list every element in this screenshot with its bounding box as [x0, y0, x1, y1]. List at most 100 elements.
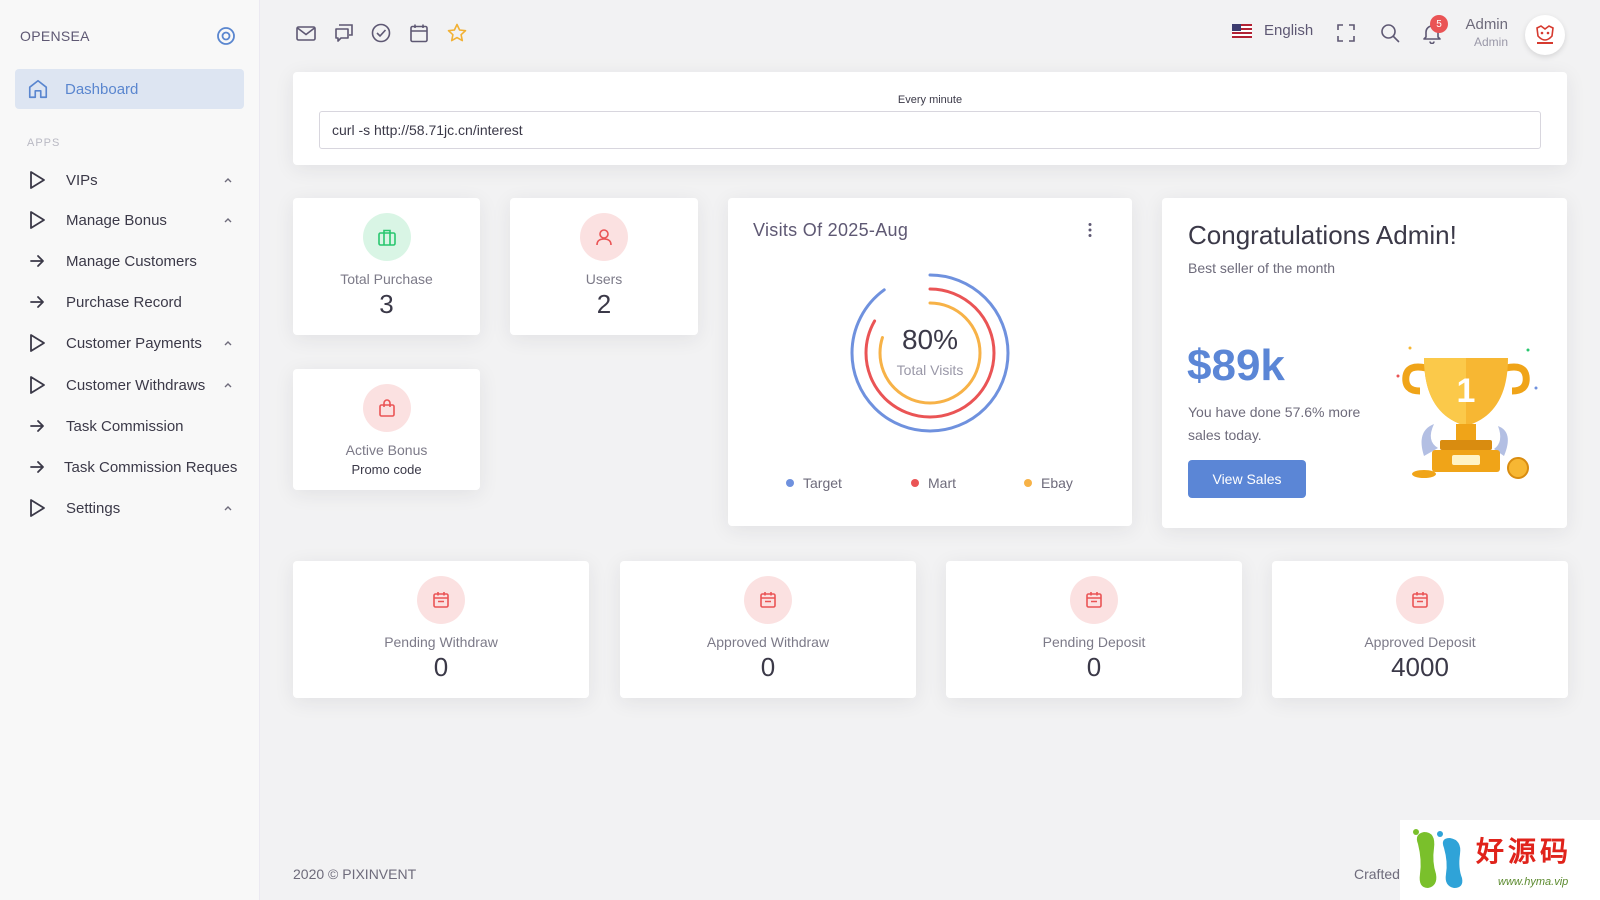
sidebar-item-label: Settings [66, 499, 121, 517]
stat-title: Users [585, 271, 623, 287]
stat-value: 0 [760, 652, 776, 682]
sidebar-section-label: APPS [27, 137, 61, 149]
sidebar-item-purchase-record[interactable]: Purchase Record [26, 287, 246, 317]
more-vertical-icon[interactable] [1087, 222, 1093, 238]
cron-card: Every minute [293, 72, 1567, 165]
cron-command-input[interactable] [319, 111, 1541, 149]
play-outline-icon [30, 334, 45, 352]
stat-title: Approved Deposit [1364, 634, 1476, 650]
stat-title: Pending Withdraw [384, 634, 498, 650]
sidebar-item-task-commission[interactable]: Task Commission [26, 411, 246, 441]
arrow-right-icon [30, 461, 44, 473]
watermark-url: www.hyma.vip [1498, 876, 1569, 888]
calendar-icon [1070, 576, 1118, 624]
sidebar-item-label: Manage Customers [66, 252, 197, 270]
sidebar-toggle-icon[interactable] [216, 26, 236, 46]
legend-item-target: Target [786, 475, 842, 491]
sidebar-item-manage-customers[interactable]: Manage Customers [26, 246, 246, 276]
radial-ring-ebay [878, 301, 982, 405]
stat-value: 2 [596, 289, 612, 319]
sidebar-item-dashboard[interactable]: Dashboard [15, 69, 244, 109]
avatar[interactable] [1525, 15, 1565, 55]
visits-radial-chart [850, 273, 1010, 433]
home-icon [28, 79, 48, 99]
calendar-icon [1396, 576, 1444, 624]
chevron-up-icon[interactable] [222, 214, 234, 226]
users-card: Users 2 [510, 198, 698, 335]
sidebar-item-label: Task Commission [66, 417, 184, 435]
user-role: Admin [1473, 35, 1508, 49]
sidebar-item-customer-payments[interactable]: Customer Payments [26, 328, 246, 358]
legend-dot [786, 479, 794, 487]
stat-value: 4000 [1391, 652, 1449, 682]
footer-copyright: 2020 © PIXINVENT [293, 866, 417, 882]
us-flag-icon [1232, 23, 1252, 38]
user-icon [580, 213, 628, 261]
approved-withdraw-card: Approved Withdraw 0 [620, 561, 916, 698]
stat-value: 0 [1086, 652, 1102, 682]
visits-caption: Total Visits [896, 362, 964, 378]
sidebar-item-label: VIPs [66, 171, 98, 189]
arrow-right-icon [30, 296, 44, 308]
legend-label: Ebay [1041, 475, 1073, 491]
congrats-subtitle: Best seller of the month [1188, 260, 1336, 276]
language-label: English [1264, 22, 1314, 39]
play-outline-icon [30, 376, 45, 394]
footer-crafted: Crafted [1354, 866, 1400, 882]
chat-icon[interactable] [333, 22, 355, 44]
cron-label: Every minute [897, 94, 963, 106]
sidebar-item-vips[interactable]: VIPs [26, 165, 246, 195]
visits-card: Visits Of 2025-Aug 80% Total Visits Targ… [728, 198, 1132, 526]
notification-badge: 5 [1430, 15, 1448, 33]
total-purchase-card: Total Purchase 3 [293, 198, 480, 335]
stat-title: Total Purchase [340, 271, 433, 287]
fullscreen-icon[interactable] [1335, 22, 1357, 44]
sidebar-item-task-commission-request[interactable]: Task Commission Reques [26, 452, 246, 482]
calendar-icon [744, 576, 792, 624]
sidebar-item-manage-bonus[interactable]: Manage Bonus [26, 205, 246, 235]
chevron-up-icon[interactable] [222, 379, 234, 391]
chevron-up-icon[interactable] [222, 502, 234, 514]
visits-percent: 80% [901, 324, 959, 355]
avatar-logo-icon [1536, 25, 1554, 44]
check-circle-icon[interactable] [370, 22, 392, 44]
congratulations-card: Congratulations Admin! Best seller of th… [1162, 198, 1567, 528]
legend-label: Target [803, 475, 842, 491]
arrow-right-icon [30, 420, 44, 432]
sidebar-item-customer-withdraws[interactable]: Customer Withdraws [26, 370, 246, 400]
sidebar-item-settings[interactable]: Settings [26, 493, 246, 523]
shopping-bag-icon [362, 384, 411, 432]
legend-label: Mart [928, 475, 956, 491]
view-sales-button[interactable]: View Sales [1188, 460, 1306, 498]
chevron-up-icon[interactable] [222, 174, 234, 186]
legend-dot [911, 479, 919, 487]
stat-subtitle: Promo code [351, 462, 422, 477]
trophy-number: 1 [1457, 372, 1476, 410]
stat-value: 3 [379, 289, 394, 319]
sidebar-item-label: Customer Payments [66, 334, 202, 352]
stat-value: 0 [433, 652, 449, 682]
legend-item-mart: Mart [911, 475, 956, 491]
arrow-right-icon [30, 255, 44, 267]
stat-title: Approved Withdraw [706, 634, 830, 650]
mail-icon[interactable] [295, 22, 317, 44]
search-icon[interactable] [1379, 22, 1401, 44]
language-selector[interactable]: English [1232, 22, 1313, 39]
pending-withdraw-card: Pending Withdraw 0 [293, 561, 589, 698]
congrats-title: Congratulations Admin! [1188, 220, 1457, 250]
stat-title: Active Bonus [345, 442, 428, 458]
sidebar: OPENSEA Dashboard APPS VIPs Manage Bonus… [0, 0, 260, 900]
play-outline-icon [30, 211, 45, 229]
pending-deposit-card: Pending Deposit 0 [946, 561, 1242, 698]
calendar-icon[interactable] [408, 22, 430, 44]
congrats-amount: $89k [1187, 341, 1285, 390]
stat-title: Pending Deposit [1042, 634, 1146, 650]
active-bonus-card[interactable]: Active Bonus Promo code [293, 369, 480, 490]
sidebar-item-label: Purchase Record [66, 293, 182, 311]
approved-deposit-card: Approved Deposit 4000 [1272, 561, 1568, 698]
sidebar-item-label: Manage Bonus [66, 211, 167, 229]
user-name[interactable]: Admin [1465, 16, 1508, 33]
star-icon[interactable] [446, 22, 468, 44]
brand-name[interactable]: OPENSEA [20, 28, 90, 44]
chevron-up-icon[interactable] [222, 337, 234, 349]
